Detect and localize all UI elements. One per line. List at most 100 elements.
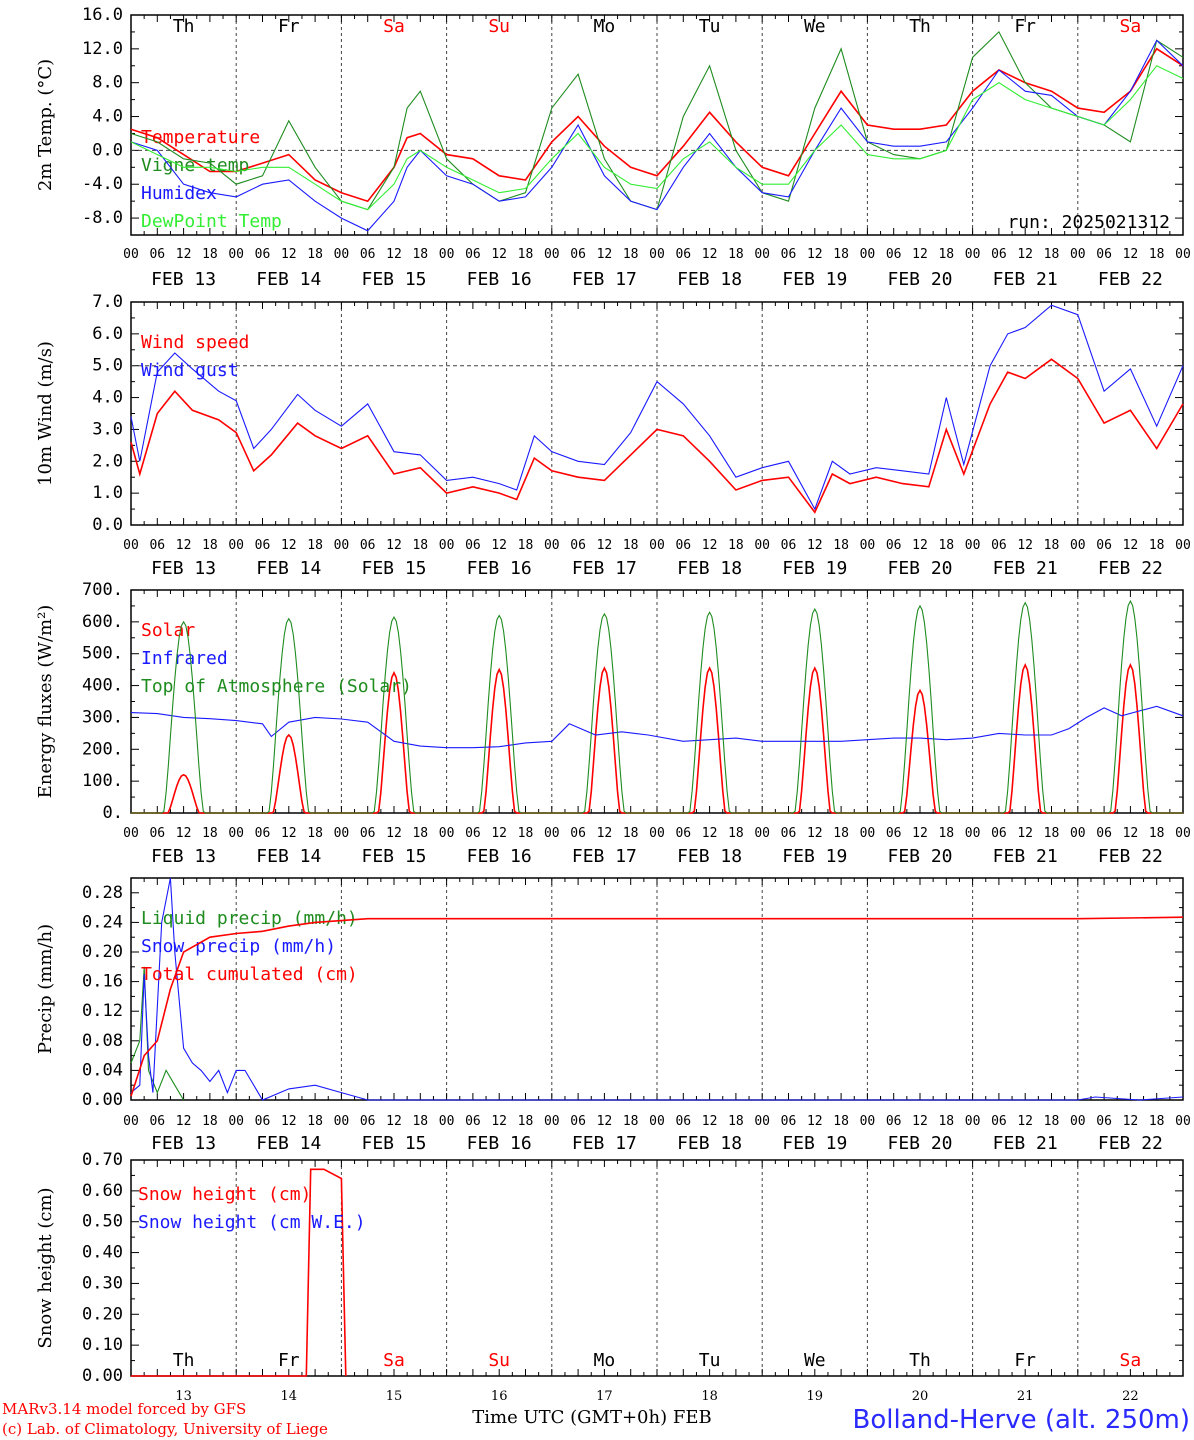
hour-tick-label: 00 xyxy=(228,1114,244,1129)
y-tick-label: 3.0 xyxy=(92,419,123,439)
hour-tick-label: 00 xyxy=(1070,247,1086,262)
date-label: FEB 22 xyxy=(1098,1133,1163,1154)
hour-tick-label: 18 xyxy=(1149,247,1165,262)
hour-tick-label: 00 xyxy=(860,826,876,841)
hour-tick-label: 18 xyxy=(1044,247,1060,262)
hour-tick-label: 00 xyxy=(1070,538,1086,553)
hour-tick-label: 18 xyxy=(938,247,954,262)
y-tick-label: 0.04 xyxy=(82,1060,123,1080)
y-tick-label: 0.20 xyxy=(82,1304,123,1324)
hour-tick-label: 00 xyxy=(1070,1114,1086,1129)
hour-tick-label: 12 xyxy=(807,826,823,841)
hour-tick-label: 06 xyxy=(255,1114,271,1129)
hour-tick-label: 00 xyxy=(334,826,350,841)
hour-tick-label: 06 xyxy=(1096,247,1112,262)
y-tick-label: 0.00 xyxy=(82,1366,123,1386)
hour-tick-label: 12 xyxy=(491,1114,507,1129)
y-tick-label: 0.30 xyxy=(82,1273,123,1293)
hour-tick-label: 18 xyxy=(623,538,639,553)
y-tick-label: 0.00 xyxy=(82,1090,123,1110)
date-label: FEB 19 xyxy=(782,846,847,867)
weekday-label: Mo xyxy=(594,1350,616,1371)
hour-tick-label: 18 xyxy=(518,538,534,553)
hour-tick-label: 00 xyxy=(754,247,770,262)
date-label: FEB 21 xyxy=(993,846,1058,867)
hour-tick-label: 00 xyxy=(649,1114,665,1129)
hour-tick-label: 06 xyxy=(1096,1114,1112,1129)
hour-tick-label: 00 xyxy=(1070,826,1086,841)
day-number-label: 13 xyxy=(175,1389,192,1404)
hour-tick-label: 06 xyxy=(781,538,797,553)
date-label: FEB 20 xyxy=(887,846,952,867)
hour-tick-label: 00 xyxy=(544,826,560,841)
y-tick-label: 0.10 xyxy=(82,1335,123,1355)
hour-tick-label: 06 xyxy=(465,247,481,262)
y-axis-label: 2m Temp. (°C) xyxy=(35,59,56,191)
weekday-label: Fr xyxy=(278,16,300,37)
y-tick-label: 1.0 xyxy=(92,483,123,503)
hour-tick-label: 18 xyxy=(833,538,849,553)
hour-tick-label: 06 xyxy=(781,826,797,841)
day-number-label: 15 xyxy=(386,1389,403,1404)
hour-tick-label: 06 xyxy=(781,1114,797,1129)
hour-tick-label: 06 xyxy=(570,826,586,841)
y-tick-label: 0.70 xyxy=(82,1150,123,1170)
hour-tick-label: 18 xyxy=(938,1114,954,1129)
hour-tick-label: 00 xyxy=(439,826,455,841)
hour-tick-label: 00 xyxy=(544,1114,560,1129)
weekday-label: Tu xyxy=(699,1350,721,1371)
hour-tick-label: 18 xyxy=(518,1114,534,1129)
hour-tick-label: 12 xyxy=(281,538,297,553)
y-tick-label: 0.28 xyxy=(82,883,123,903)
date-label: FEB 18 xyxy=(677,846,742,867)
hour-tick-label: 06 xyxy=(255,538,271,553)
hour-tick-label: 00 xyxy=(334,538,350,553)
date-label: FEB 16 xyxy=(467,1133,532,1154)
weekday-label: Fr xyxy=(1014,1350,1036,1371)
run-label: run: 2025021312 xyxy=(1007,212,1170,233)
day-number-label: 18 xyxy=(701,1389,718,1404)
day-number-label: 20 xyxy=(912,1389,929,1404)
hour-tick-label: 18 xyxy=(1149,538,1165,553)
hour-tick-label: 12 xyxy=(807,247,823,262)
y-tick-label: 6.0 xyxy=(92,324,123,344)
hour-tick-label: 00 xyxy=(649,538,665,553)
hour-tick-label: 18 xyxy=(202,538,218,553)
weekday-label: Sa xyxy=(383,16,405,37)
date-label: FEB 17 xyxy=(572,269,637,290)
hour-tick-label: 12 xyxy=(912,826,928,841)
hour-tick-label: 12 xyxy=(176,826,192,841)
series-line-dewpoint-temp xyxy=(130,65,1184,211)
hour-tick-label: 18 xyxy=(202,1114,218,1129)
hour-tick-label: 06 xyxy=(1096,538,1112,553)
y-tick-label: 0.0 xyxy=(92,515,123,535)
hour-tick-label: 06 xyxy=(360,826,376,841)
legend-entry: Infrared xyxy=(141,648,228,669)
legend-entry: Wind speed xyxy=(141,332,249,353)
y-tick-label: 4.0 xyxy=(92,388,123,408)
series-line-top-of-atmosphere-solar- xyxy=(131,599,1183,814)
y-tick-label: 16.0 xyxy=(82,5,123,25)
series-line-total-cumulated-cm- xyxy=(130,916,1184,1097)
series-line-infrared xyxy=(130,705,1184,749)
legend-entry: DewPoint Temp xyxy=(141,211,282,232)
hour-tick-label: 06 xyxy=(991,247,1007,262)
hour-tick-label: 00 xyxy=(1175,826,1191,841)
hour-tick-label: 00 xyxy=(965,247,981,262)
hour-tick-label: 18 xyxy=(518,826,534,841)
y-axis-label: Energy fluxes (W/m²) xyxy=(35,605,56,799)
y-axis-label: Precip (mm/h) xyxy=(35,924,56,1054)
hour-tick-label: 06 xyxy=(465,826,481,841)
hour-tick-label: 12 xyxy=(1123,826,1139,841)
hour-tick-label: 18 xyxy=(202,826,218,841)
date-label: FEB 20 xyxy=(887,1133,952,1154)
y-tick-label: 0.40 xyxy=(82,1243,123,1263)
hour-tick-label: 18 xyxy=(833,826,849,841)
hour-tick-label: 18 xyxy=(623,826,639,841)
hour-tick-label: 06 xyxy=(255,247,271,262)
date-label: FEB 15 xyxy=(361,1133,426,1154)
date-label: FEB 16 xyxy=(467,846,532,867)
hour-tick-label: 06 xyxy=(570,1114,586,1129)
y-tick-label: -4.0 xyxy=(82,174,123,194)
hour-tick-label: 00 xyxy=(860,538,876,553)
